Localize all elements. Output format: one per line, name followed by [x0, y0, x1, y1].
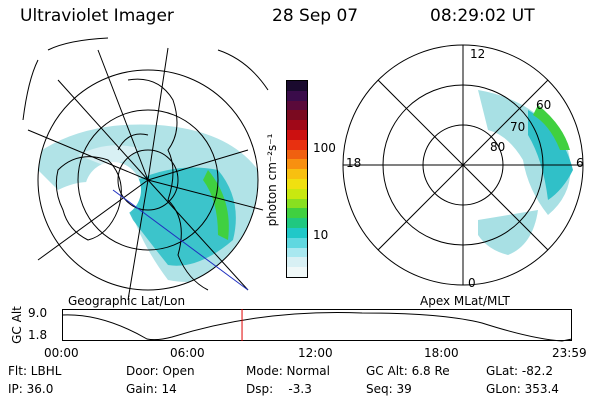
instrument-title: Ultraviolet Imager	[20, 6, 174, 26]
timeline-xtick-2359: 23:59	[552, 346, 587, 360]
time-label: 08:29:02 UT	[430, 6, 535, 26]
colorbar-segment	[287, 159, 307, 170]
geographic-map	[22, 37, 269, 301]
gc-altitude-curve	[61, 312, 573, 342]
colorbar-segment	[287, 129, 307, 140]
coastline	[55, 78, 209, 291]
map-graticule	[22, 37, 269, 301]
timeline-xtick-0000: 00:00	[44, 346, 79, 360]
aurora-emission-geo	[38, 70, 258, 290]
polar-grid	[342, 44, 584, 286]
mlat-label-80: 80	[490, 140, 506, 154]
colorbar-segment	[287, 218, 307, 228]
date-label: 28 Sep 07	[272, 6, 359, 26]
colorbar-segment	[287, 169, 307, 179]
ip-info: IP: 36.0	[8, 382, 54, 396]
geographic-caption: Geographic Lat/Lon	[68, 294, 186, 308]
colorbar-segment	[287, 178, 307, 189]
mlat-label-60: 60	[536, 98, 552, 112]
filter-info: Flt: LBHL	[8, 364, 62, 378]
mode-info: Mode: Normal	[246, 364, 330, 378]
colorbar-tick-10: 10	[313, 228, 329, 242]
colorbar-segment	[287, 257, 307, 268]
colorbar-segment	[287, 100, 307, 111]
colorbar-segment	[287, 139, 307, 150]
glat-info: GLat: -82.2	[486, 364, 553, 378]
colorbar-segment	[287, 247, 307, 258]
colorbar-segment	[287, 188, 307, 199]
dsp-info: Dsp: -3.3	[246, 382, 312, 396]
orbit-timeline	[61, 309, 573, 342]
timeline-ytick-1.8: 1.8	[28, 328, 48, 342]
apex-polar-map	[342, 44, 584, 286]
mlt-label-6: 6	[576, 156, 584, 170]
colorbar-segment	[287, 120, 307, 130]
gain-info: Gain: 14	[126, 382, 177, 396]
colorbar-segment	[287, 227, 307, 238]
timeline-xtick-1200: 12:00	[298, 346, 333, 360]
colorbar-segment	[287, 149, 307, 160]
colorbar-unit-label: photon cm⁻²s⁻¹	[265, 133, 279, 227]
colorbar-segment	[287, 81, 307, 91]
seq-info: Seq: 39	[366, 382, 412, 396]
colorbar-tick-100: 100	[313, 141, 336, 155]
colorbar-segment	[287, 237, 307, 248]
timeline-axis-label: GC Alt	[10, 306, 24, 344]
colorbar-segment	[287, 110, 307, 121]
timeline-xtick-0600: 06:00	[170, 346, 205, 360]
mlt-label-18: 18	[346, 156, 362, 170]
aurora-emission-apex	[478, 90, 573, 255]
mlt-label-0: 0	[468, 276, 476, 290]
timeline-ytick-9: 9.0	[28, 306, 48, 320]
timeline-xtick-1800: 18:00	[424, 346, 459, 360]
mlat-label-70: 70	[510, 120, 526, 134]
colorbar-segment	[287, 208, 307, 219]
colorbar-segment	[287, 90, 307, 101]
colorbar-segment	[287, 267, 307, 277]
door-info: Door: Open	[126, 364, 195, 378]
glon-info: GLon: 353.4	[486, 382, 559, 396]
terminator-line	[112, 189, 249, 291]
colorbar	[286, 80, 308, 278]
gc-alt-info: GC Alt: 6.8 Re	[366, 364, 450, 378]
mlt-label-12: 12	[470, 47, 486, 61]
colorbar-segment	[287, 198, 307, 209]
apex-caption: Apex MLat/MLT	[420, 294, 510, 308]
